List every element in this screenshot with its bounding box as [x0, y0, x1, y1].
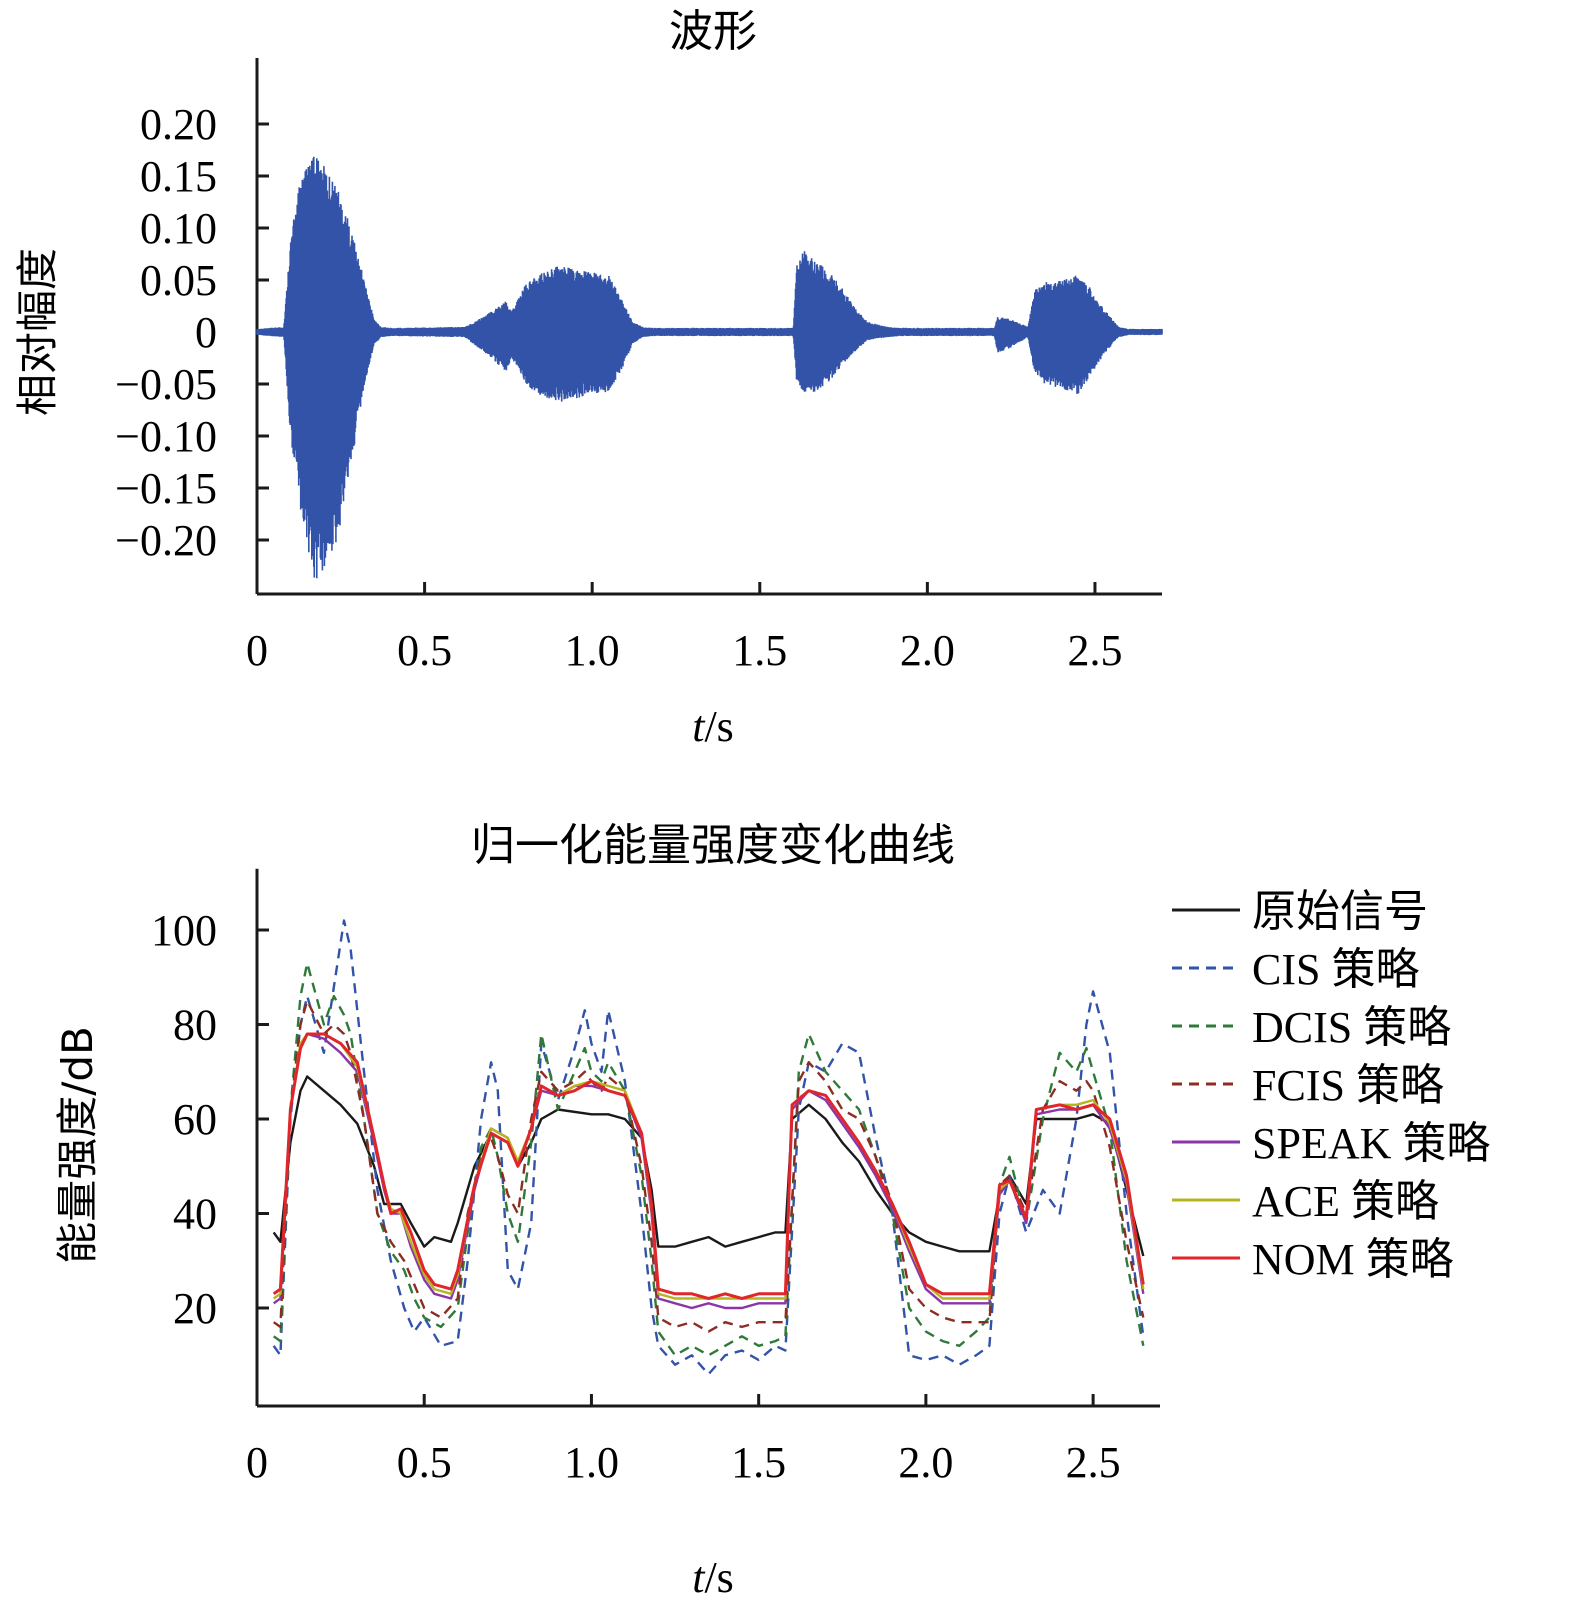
energy-xlabel-var: t: [692, 1553, 706, 1602]
waveform-xlabel: t/s: [692, 702, 734, 751]
series-line-5: [273, 1032, 1145, 1300]
y-tick-label: 0.05: [140, 256, 217, 305]
x-tick-label: 0: [246, 1438, 268, 1487]
legend-label: ACE 策略: [1252, 1177, 1439, 1226]
y-tick-label: 60: [173, 1095, 217, 1144]
y-tick-label: 40: [173, 1190, 217, 1239]
energy-xlabel: t/s: [692, 1553, 734, 1602]
legend-label: NOM 策略: [1252, 1235, 1454, 1284]
x-tick-label: 0.5: [397, 626, 452, 675]
y-tick-label: −0.20: [115, 516, 217, 565]
x-tick-label: 2.0: [900, 626, 955, 675]
x-tick-label: 2.5: [1067, 626, 1122, 675]
series-line-2: [273, 961, 1145, 1357]
x-tick-label: 1.5: [731, 1438, 786, 1487]
series-line-0: [272, 1075, 1145, 1257]
y-tick-label: 0.20: [140, 100, 217, 149]
x-tick-label: 2.0: [898, 1438, 953, 1487]
waveform-plot-area: 0.200.150.100.050−0.05−0.10−0.15−0.200 0.…: [115, 58, 1163, 675]
y-tick-label: 0.15: [140, 152, 217, 201]
y-tick-label: 0: [195, 308, 217, 357]
waveform-ylabel: 相对幅度: [13, 248, 62, 416]
x-tick-label: 1.0: [564, 1438, 619, 1487]
legend-label: 原始信号: [1252, 887, 1428, 936]
y-tick-label: 0.10: [140, 204, 217, 253]
legend-label: DCIS 策略: [1252, 1003, 1451, 1052]
y-tick-label: −0.15: [115, 464, 217, 513]
x-tick-label: 1.5: [732, 626, 787, 675]
y-tick-label: 100: [151, 906, 217, 955]
series-line-6: [272, 1032, 1145, 1300]
legend-label: FCIS 策略: [1252, 1061, 1444, 1110]
waveform-title: 波形: [669, 6, 757, 57]
waveform-chart: 波形 相对幅度 0.200.150.100.050−0.05−0.10−0.15…: [13, 6, 1163, 751]
legend-label: SPEAK 策略: [1252, 1119, 1490, 1168]
energy-title: 归一化能量强度变化曲线: [471, 820, 955, 871]
series-lines: [272, 919, 1145, 1376]
series-line-3: [273, 999, 1145, 1333]
legend-label: CIS 策略: [1252, 945, 1419, 994]
waveform-xlabel-unit: /s: [704, 702, 733, 751]
energy-plot-area: 100 80 60 40 20 0 0.5 1.0 1.5 2.0 2.5: [151, 868, 1160, 1487]
legend: 原始信号 CIS 策略 DCIS 策略 FCIS 策略 SPEAK 策略 ACE 策略 NO…: [1172, 887, 1490, 1284]
waveform-signal: [256, 156, 1163, 579]
energy-xlabel-unit: /s: [704, 1553, 733, 1602]
y-tick-label: 80: [173, 1001, 217, 1050]
y-tick-label: 20: [173, 1284, 217, 1333]
x-tick-label: 0: [246, 626, 268, 675]
x-tick-label: 1.0: [565, 626, 620, 675]
energy-ylabel: 能量强度/dB: [53, 1026, 102, 1264]
x-tick-label: 2.5: [1066, 1438, 1121, 1487]
y-tick-label: −0.10: [115, 412, 217, 461]
y-tick-label: −0.05: [115, 360, 217, 409]
series-line-1: [272, 919, 1145, 1376]
x-tick-label: 0.5: [397, 1438, 452, 1487]
waveform-xlabel-var: t: [692, 702, 706, 751]
energy-chart: 归一化能量强度变化曲线 能量强度/dB 100 80 60 40 20 0 0.5 1.0 1.…: [53, 820, 1490, 1602]
